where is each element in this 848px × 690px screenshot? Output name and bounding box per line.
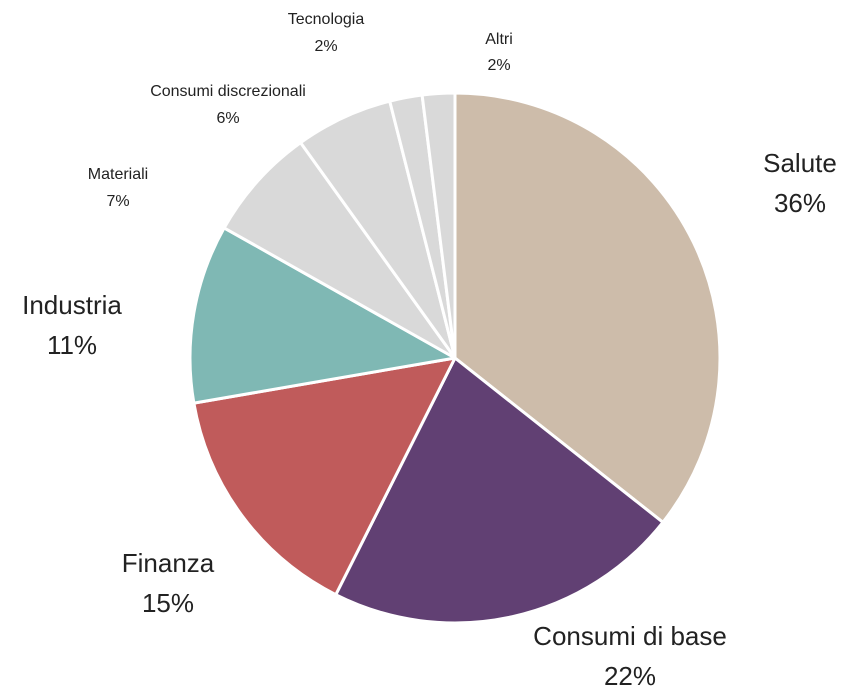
slice-label: Materiali [88,166,148,183]
pie-slice [453,91,722,524]
pie-slice [334,356,665,625]
slice-label: Finanza [122,548,215,578]
slice-label: Salute [763,148,837,178]
slice-value-label: 36% [774,188,826,218]
pie-slice [420,91,457,360]
slice-label: Industria [22,290,122,320]
pie-slice [222,141,457,360]
slice-value-label: 2% [314,38,337,55]
slice-label: Altri [485,31,513,48]
pie-slice [192,356,457,597]
slice-value-label: 15% [142,588,194,618]
slice-value-label: 6% [216,110,239,127]
slice-value-label: 7% [106,193,129,210]
pie-slice [188,226,457,405]
slice-label: Tecnologia [288,11,365,28]
slice-label: Consumi di base [533,621,727,651]
slice-value-label: 2% [487,57,510,74]
slice-label: Consumi discrezionali [150,83,306,100]
slice-value-label: 11% [47,330,97,360]
slice-value-label: 22% [604,661,656,690]
